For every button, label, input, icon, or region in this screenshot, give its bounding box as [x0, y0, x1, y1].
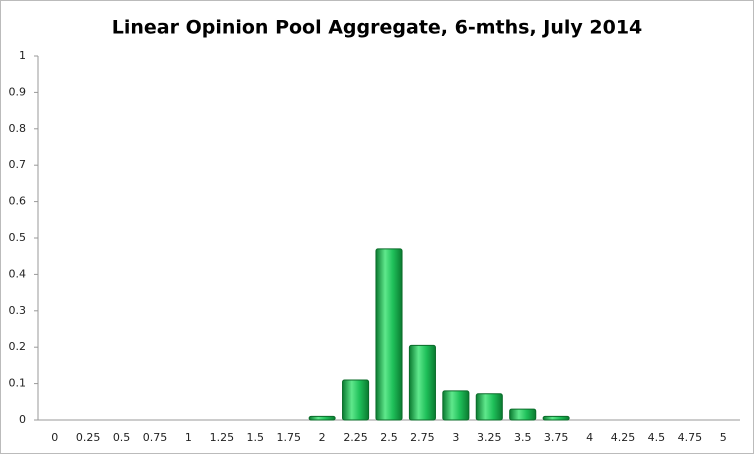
- x-tick-label: 0.5: [113, 431, 131, 444]
- x-tick-label: 3: [452, 431, 459, 444]
- x-tick-label: 2.25: [343, 431, 368, 444]
- bar: [442, 390, 470, 421]
- x-tick-label: 2.5: [380, 431, 398, 444]
- x-tick-label: 2: [319, 431, 326, 444]
- bar: [342, 379, 370, 421]
- y-tick-label: 0.5: [9, 231, 27, 244]
- bar: [542, 415, 570, 421]
- y-tick-label: 0.3: [9, 304, 27, 317]
- y-tick-label: 0.1: [9, 377, 27, 390]
- bar: [375, 248, 403, 421]
- bar: [308, 415, 336, 421]
- x-tick-label: 0: [51, 431, 58, 444]
- bar: [408, 344, 436, 421]
- y-tick-label: 0.6: [9, 195, 27, 208]
- x-tick-label: 2.75: [410, 431, 435, 444]
- y-tick-label: 0: [19, 413, 26, 426]
- x-tick-label: 3.75: [544, 431, 569, 444]
- y-tick-label: 0.9: [9, 85, 27, 98]
- chart-title: Linear Opinion Pool Aggregate, 6-mths, J…: [112, 17, 643, 39]
- x-tick-label: 0.75: [143, 431, 168, 444]
- x-tick-label: 3.5: [514, 431, 532, 444]
- y-tick-label: 1: [19, 49, 26, 62]
- bar: [475, 393, 503, 421]
- y-tick-label: 0.8: [9, 122, 27, 135]
- x-tick-label: 4.5: [648, 431, 666, 444]
- x-tick-label: 3.25: [477, 431, 502, 444]
- x-tick-label: 4.25: [611, 431, 636, 444]
- x-tick-label: 4.75: [678, 431, 703, 444]
- x-tick-label: 4: [586, 431, 593, 444]
- y-tick-label: 0.7: [9, 158, 27, 171]
- y-tick-label: 0.2: [9, 340, 27, 353]
- x-tick-label: 0.25: [76, 431, 101, 444]
- x-tick-label: 1: [185, 431, 192, 444]
- x-tick-label: 1.25: [210, 431, 235, 444]
- x-tick-label: 5: [720, 431, 727, 444]
- bar: [509, 408, 537, 421]
- x-tick-label: 1.75: [276, 431, 301, 444]
- x-tick-label: 1.5: [247, 431, 265, 444]
- y-tick-label: 0.4: [9, 267, 27, 280]
